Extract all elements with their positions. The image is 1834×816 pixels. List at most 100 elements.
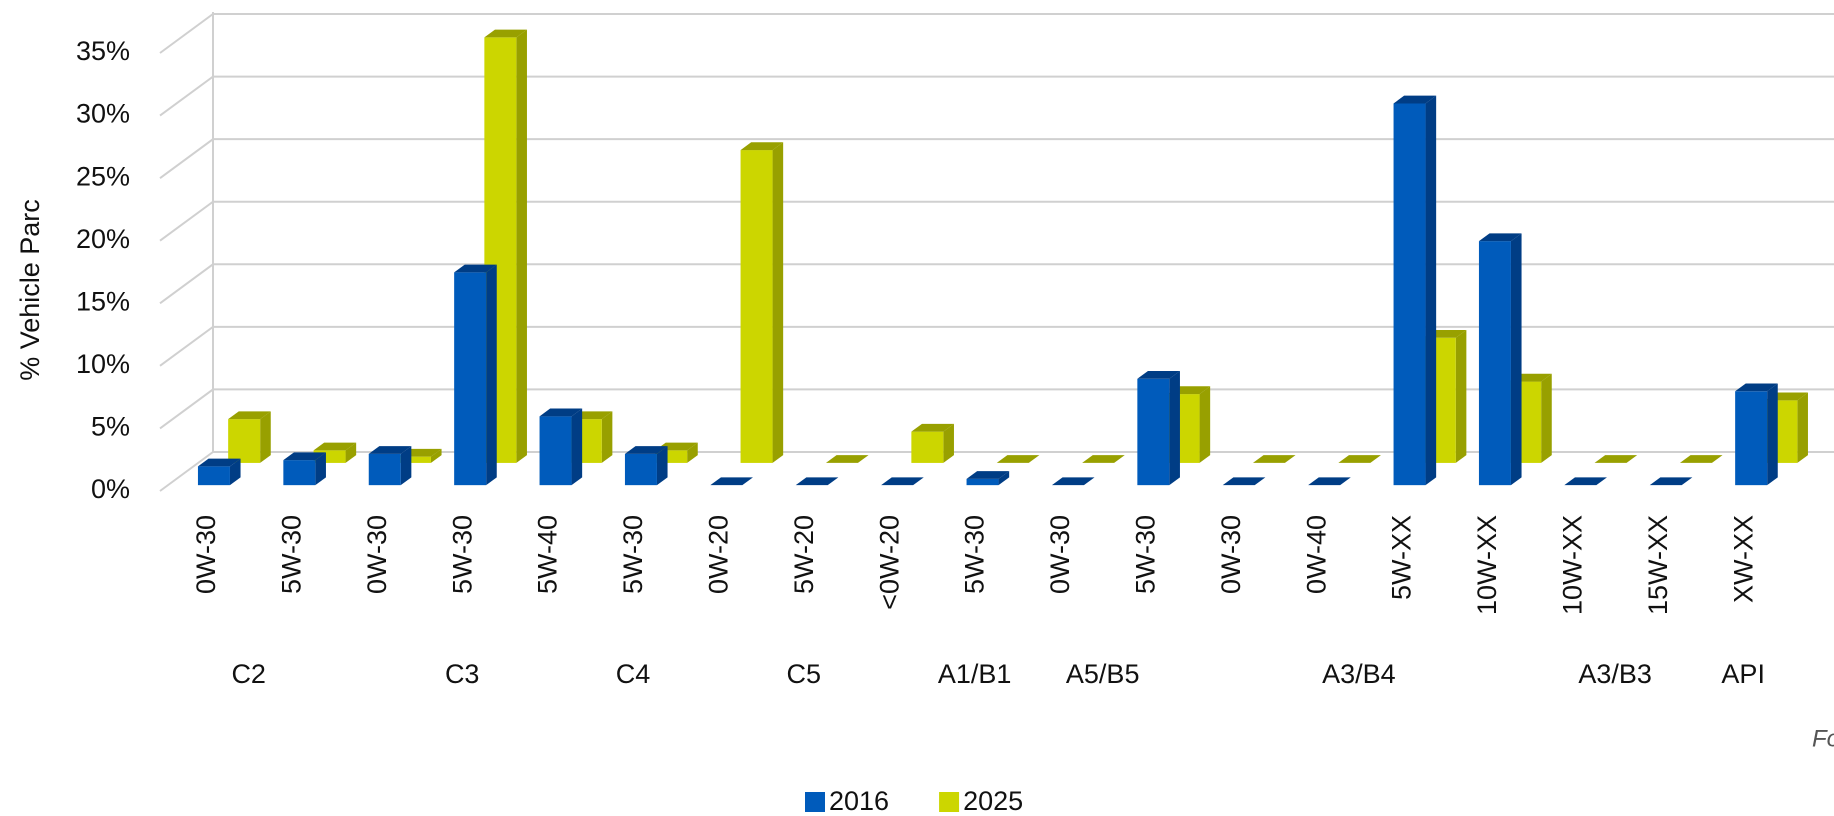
bar-top xyxy=(1222,477,1266,486)
x-tick-label: 5W-30 xyxy=(277,515,307,594)
bar-front xyxy=(539,416,572,486)
grid-line xyxy=(159,263,1834,305)
group-label: C5 xyxy=(787,659,822,689)
group-label: A3/B3 xyxy=(1578,659,1652,689)
bar-side xyxy=(1169,370,1180,486)
bar xyxy=(1679,455,1723,463)
x-tick-label: 0W-30 xyxy=(1216,515,1246,594)
y-tick-label: 30% xyxy=(76,99,130,129)
bar xyxy=(996,455,1040,463)
bar xyxy=(368,446,412,486)
x-tick-label: 5W-30 xyxy=(618,515,648,594)
x-tick-label: 0W-40 xyxy=(1301,515,1331,594)
bar xyxy=(1137,370,1180,486)
bar xyxy=(1594,455,1638,463)
bar xyxy=(911,423,954,463)
bar-front xyxy=(1393,103,1426,486)
bar-top xyxy=(1735,383,1778,392)
bar xyxy=(1051,477,1095,486)
bar-front xyxy=(228,419,261,463)
x-tick-label: 0W-30 xyxy=(191,515,221,594)
bar-top xyxy=(1564,477,1607,486)
y-tick-label: 35% xyxy=(76,36,130,66)
bar-front xyxy=(966,478,999,486)
x-tick-label: 5W-30 xyxy=(960,515,990,594)
group-label: C3 xyxy=(445,659,480,689)
legend-swatch xyxy=(939,792,960,812)
bar xyxy=(1478,233,1522,486)
bar xyxy=(795,477,839,486)
bar xyxy=(1735,383,1778,486)
group-label: A3/B4 xyxy=(1322,659,1396,689)
x-tick-label: 5W-XX xyxy=(1387,515,1417,600)
bar-top xyxy=(1051,477,1095,486)
bar-side xyxy=(571,408,583,486)
bar-side xyxy=(400,446,412,486)
bar-side xyxy=(1199,386,1211,463)
bar-side xyxy=(998,471,1010,486)
bar-front xyxy=(283,460,316,486)
bar-top xyxy=(1252,455,1296,463)
bar-side xyxy=(943,423,954,463)
bar-side xyxy=(1425,95,1437,486)
bar xyxy=(228,411,271,463)
bar xyxy=(825,455,869,463)
bar xyxy=(881,477,924,486)
group-label: A5/B5 xyxy=(1066,659,1140,689)
bar xyxy=(1338,455,1381,463)
bar-side xyxy=(1541,373,1552,463)
bar-front xyxy=(911,431,944,463)
grid-line xyxy=(159,13,1834,54)
bar-front xyxy=(454,272,487,486)
bar-front xyxy=(1137,378,1170,486)
x-tick-label: 5W-30 xyxy=(447,515,477,594)
y-tick-label: 15% xyxy=(76,286,130,316)
bar-top xyxy=(825,455,869,463)
bar-side xyxy=(486,264,497,486)
x-tick-label: 5W-30 xyxy=(1131,515,1161,594)
bar-top xyxy=(197,458,241,467)
bar xyxy=(1393,95,1437,486)
bar-front xyxy=(368,453,401,486)
legend-label: 2016 xyxy=(829,786,889,816)
bar-top xyxy=(624,446,668,454)
bar-side xyxy=(1455,329,1467,463)
x-tick-label: 0W-20 xyxy=(704,515,734,594)
bar xyxy=(1222,477,1266,486)
bar-side xyxy=(430,448,442,463)
bar-top xyxy=(1478,233,1522,242)
x-tick-label: 0W-30 xyxy=(1045,515,1075,594)
bar xyxy=(1308,477,1351,486)
bar xyxy=(740,142,784,463)
bar-top xyxy=(368,446,412,454)
bar-top xyxy=(1137,370,1180,379)
bar-side xyxy=(772,142,784,463)
bar-top xyxy=(539,408,583,417)
y-tick-label: 10% xyxy=(76,349,130,379)
bar xyxy=(1564,477,1607,486)
bar-side xyxy=(1767,383,1778,486)
bar-side xyxy=(345,442,357,463)
group-label: C4 xyxy=(616,659,651,689)
bar-top xyxy=(881,477,924,486)
bar-top xyxy=(795,477,839,486)
bar xyxy=(197,458,241,486)
bar-top xyxy=(1679,455,1723,463)
bar-front xyxy=(624,453,657,486)
bar-side xyxy=(516,29,527,463)
x-tick-label: 15W-XX xyxy=(1643,515,1673,615)
x-tick-label: XW-XX xyxy=(1728,515,1758,603)
bar-side xyxy=(315,452,326,486)
bar-side xyxy=(1510,233,1522,486)
bar-top xyxy=(1594,455,1638,463)
y-tick-label: 5% xyxy=(91,412,130,442)
y-tick-label: 0% xyxy=(91,474,130,504)
x-tick-label: 0W-30 xyxy=(362,515,392,594)
bar-top xyxy=(313,442,357,451)
bar xyxy=(454,264,497,486)
group-label: API xyxy=(1721,659,1765,689)
grid-line xyxy=(159,325,1834,367)
bar-top xyxy=(283,452,326,461)
